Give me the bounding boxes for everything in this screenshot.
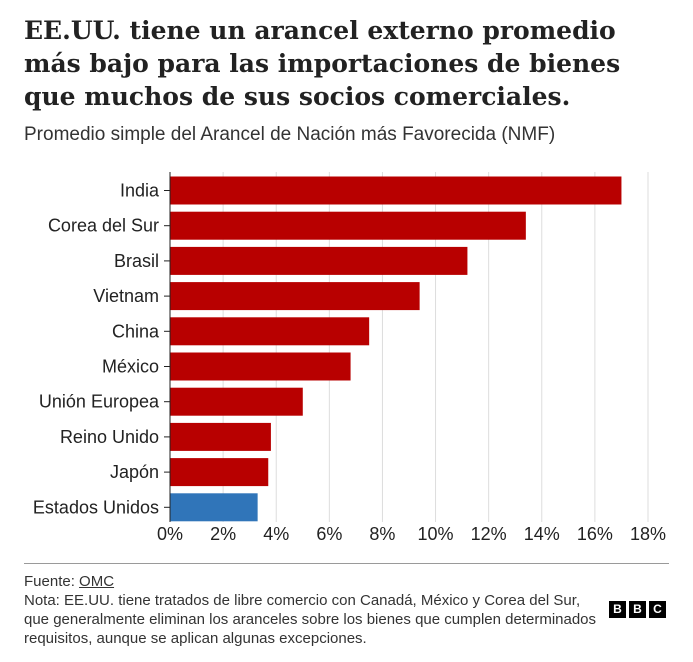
bar-chart: India Corea del Sur Brasil Vietnam China Méxi… [33, 172, 666, 544]
category-label: Estados Unidos [33, 497, 159, 517]
category-label: México [102, 357, 159, 377]
bar [170, 458, 269, 487]
bar [170, 422, 271, 451]
x-tick-label: 18% [630, 524, 666, 544]
x-tick-label: 12% [471, 524, 507, 544]
category-label: Vietnam [93, 286, 159, 306]
x-tick-label: 10% [418, 524, 454, 544]
x-tick-label: 2% [210, 524, 236, 544]
x-tick-label: 6% [316, 524, 342, 544]
bar [170, 493, 258, 522]
bar [170, 352, 351, 381]
x-tick-label: 16% [577, 524, 613, 544]
category-label: India [120, 181, 160, 201]
source-label: Fuente: [24, 573, 80, 590]
bbc-logo-block-1: B [609, 601, 626, 618]
x-tick-label: 4% [263, 524, 289, 544]
category-label: Brasil [114, 251, 159, 271]
x-tick-label: 0% [157, 524, 183, 544]
bar [170, 317, 370, 346]
bar [170, 211, 526, 240]
footer-divider [24, 563, 669, 564]
x-tick-labels: 0% 2% 4% 6% 8% 10% 12% 14% 16% 18% [157, 524, 666, 544]
bars [170, 176, 622, 522]
bar [170, 282, 420, 311]
x-tick-label: 8% [369, 524, 395, 544]
chart-subtitle: Promedio simple del Arancel de Nación má… [24, 124, 556, 145]
bbc-logo: B B C [609, 601, 666, 618]
category-labels: India Corea del Sur Brasil Vietnam China Méxi… [33, 172, 171, 522]
category-label: China [112, 321, 160, 341]
footer-note: Nota: EE.UU. tiene tratados de libre com… [24, 592, 597, 647]
bar [170, 246, 468, 275]
footer: Fuente: OMC Nota: EE.UU. tiene tratados … [24, 572, 599, 648]
bar [170, 387, 303, 416]
source-link[interactable]: OMC [79, 573, 115, 590]
bbc-logo-block-2: B [629, 601, 646, 618]
x-tick-label: 14% [524, 524, 560, 544]
category-label: Reino Unido [60, 427, 159, 447]
category-label: Corea del Sur [48, 216, 159, 236]
bar [170, 176, 622, 205]
chart-title: EE.UU. tiene un arancel externo promedio… [24, 16, 621, 111]
bbc-logo-block-3: C [649, 601, 666, 618]
category-label: Unión Europea [39, 392, 160, 412]
category-label: Japón [110, 462, 159, 482]
